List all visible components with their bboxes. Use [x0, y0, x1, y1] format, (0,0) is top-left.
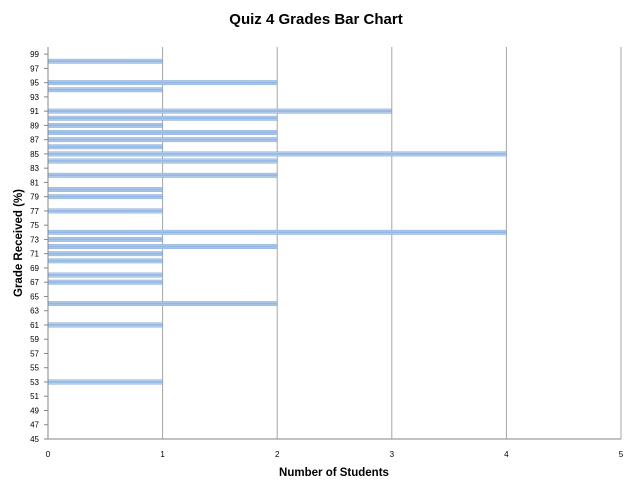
bar-grade-86	[47, 144, 163, 150]
y-tick-label: 75	[30, 221, 39, 230]
bar-grade-98	[47, 58, 163, 64]
bar-grade-85	[47, 151, 507, 157]
y-tick-label: 69	[30, 264, 39, 273]
y-tick-label: 61	[30, 321, 39, 330]
y-tick-label: 45	[30, 435, 39, 444]
y-tick-label: 91	[30, 107, 39, 116]
y-tick-label: 47	[30, 421, 39, 430]
y-tick-label: 51	[30, 392, 39, 401]
y-tick-label: 85	[30, 150, 39, 159]
y-tick-label: 55	[30, 364, 39, 373]
y-tick-label: 93	[30, 93, 39, 102]
bar-grade-95	[47, 80, 278, 86]
bar-grade-88	[47, 130, 278, 135]
bar-grade-53	[47, 379, 163, 385]
y-tick-label: 97	[30, 64, 39, 73]
x-tick-label: 3	[390, 450, 395, 459]
bar-grade-84	[47, 158, 278, 164]
x-tick-labels: 0 1 2 3 4 5	[46, 450, 624, 459]
y-tick-label: 65	[30, 292, 39, 301]
bar-grade-73	[47, 237, 163, 242]
y-tick-label: 71	[30, 250, 39, 259]
bar-grade-79	[47, 194, 163, 200]
bar-grade-64	[47, 301, 278, 306]
y-tick-labels: 45 47 49 51 53 55 57 59 61 63 65 67 69 71 73 75 77 79 81 83…	[30, 50, 48, 444]
bar-grade-68	[47, 272, 163, 278]
y-tick-label: 57	[30, 349, 39, 358]
bar-grade-77	[47, 208, 163, 214]
y-tick-label: 83	[30, 164, 39, 173]
bar-grade-90	[47, 115, 278, 121]
bar-grade-87	[47, 137, 278, 143]
bars	[47, 58, 507, 385]
bar-grade-82	[47, 172, 278, 178]
y-tick-label: 87	[30, 136, 39, 145]
bar-grade-94	[47, 87, 163, 93]
bar-grade-61	[47, 322, 163, 328]
y-tick-label: 81	[30, 178, 39, 187]
y-tick-label: 99	[30, 50, 39, 59]
bar-grade-67	[47, 279, 163, 285]
y-tick-label: 77	[30, 207, 39, 216]
y-tick-label: 73	[30, 235, 39, 244]
y-tick-label: 79	[30, 193, 39, 202]
y-tick-label: 59	[30, 335, 39, 344]
y-tick-label: 95	[30, 79, 39, 88]
bar-grade-80	[47, 187, 163, 192]
x-tick-label: 5	[619, 450, 624, 459]
bar-grade-91	[47, 108, 392, 114]
chart-title: Quiz 4 Grades Bar Chart	[229, 11, 402, 28]
bar-grade-89	[47, 122, 163, 128]
x-tick-label: 2	[275, 450, 280, 459]
bar-grade-74	[47, 229, 507, 235]
y-tick-label: 63	[30, 307, 39, 316]
bar-grade-72	[47, 244, 278, 249]
y-tick-label: 49	[30, 406, 39, 415]
gridlines	[162, 47, 622, 439]
y-tick-label: 53	[30, 378, 39, 387]
y-tick-label: 67	[30, 278, 39, 287]
x-tick-label: 0	[46, 450, 51, 459]
bar-grade-70	[47, 258, 163, 264]
x-tick-label: 4	[504, 450, 509, 459]
y-tick-label: 89	[30, 121, 39, 130]
y-axis-label: Grade Received (%)	[13, 189, 25, 297]
x-axis-label: Number of Students	[279, 467, 389, 479]
x-tick-label: 1	[160, 450, 165, 459]
bar-grade-71	[47, 251, 163, 257]
